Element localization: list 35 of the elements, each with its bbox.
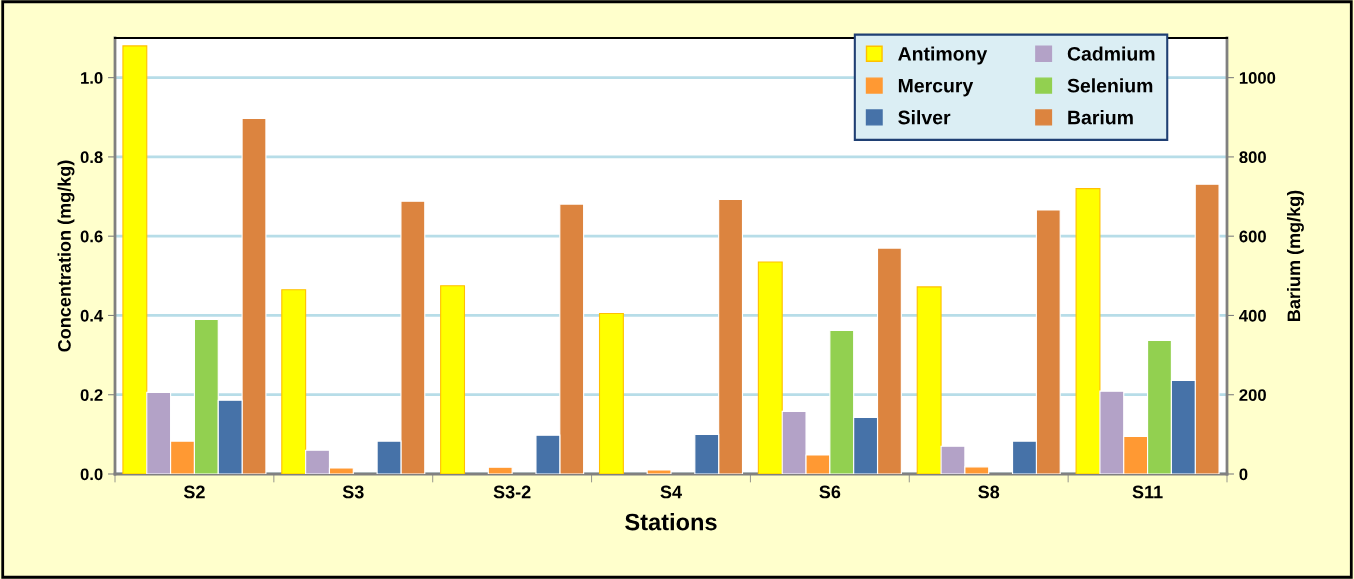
bar (757, 261, 783, 474)
y2-axis-title: Barium (mg/kg) (1286, 190, 1304, 321)
y-tick-label: 0.4 (80, 309, 104, 322)
bar (598, 312, 624, 474)
x-tick-label: S8 (978, 485, 1000, 499)
y2-tick-label: 1000 (1239, 72, 1276, 84)
legend-label: Barium (1068, 110, 1133, 125)
legend-label: Antimony (898, 46, 988, 65)
y-axis-title: Concentration (mg/kg) (57, 160, 75, 352)
legend-label: Cadmium (1067, 46, 1155, 61)
bar (122, 45, 148, 474)
x-tick-label: S2 (183, 485, 205, 499)
x-tick-label: S3-2 (493, 485, 531, 499)
y2-tick-label: 600 (1239, 230, 1266, 243)
x-tick-label: S4 (660, 485, 682, 499)
y2-tick-label: 200 (1239, 389, 1266, 401)
bar (440, 285, 466, 474)
x-tick-label: S6 (819, 485, 841, 499)
bar (281, 289, 307, 474)
bar (916, 286, 942, 474)
y-tick-label: 0.6 (80, 230, 103, 243)
legend-label: Mercury (898, 78, 974, 97)
legend-label: Silver (898, 110, 951, 125)
y2-tick-label: 400 (1239, 309, 1266, 322)
x-tick-label: S11 (1132, 485, 1163, 499)
legend-label: Selenium (1067, 78, 1153, 93)
y2-tick-label: 0 (1239, 468, 1248, 481)
y-tick-label: 0.2 (80, 389, 103, 401)
x-tick-label: S3 (342, 485, 364, 499)
y-tick-label: 0.8 (80, 151, 103, 164)
y2-tick-label: 800 (1239, 151, 1266, 164)
y-tick-label: 1.0 (81, 72, 103, 84)
y-tick-label: 0.0 (80, 468, 103, 481)
bar (1075, 188, 1101, 474)
x-axis-title: Stations (625, 513, 717, 531)
